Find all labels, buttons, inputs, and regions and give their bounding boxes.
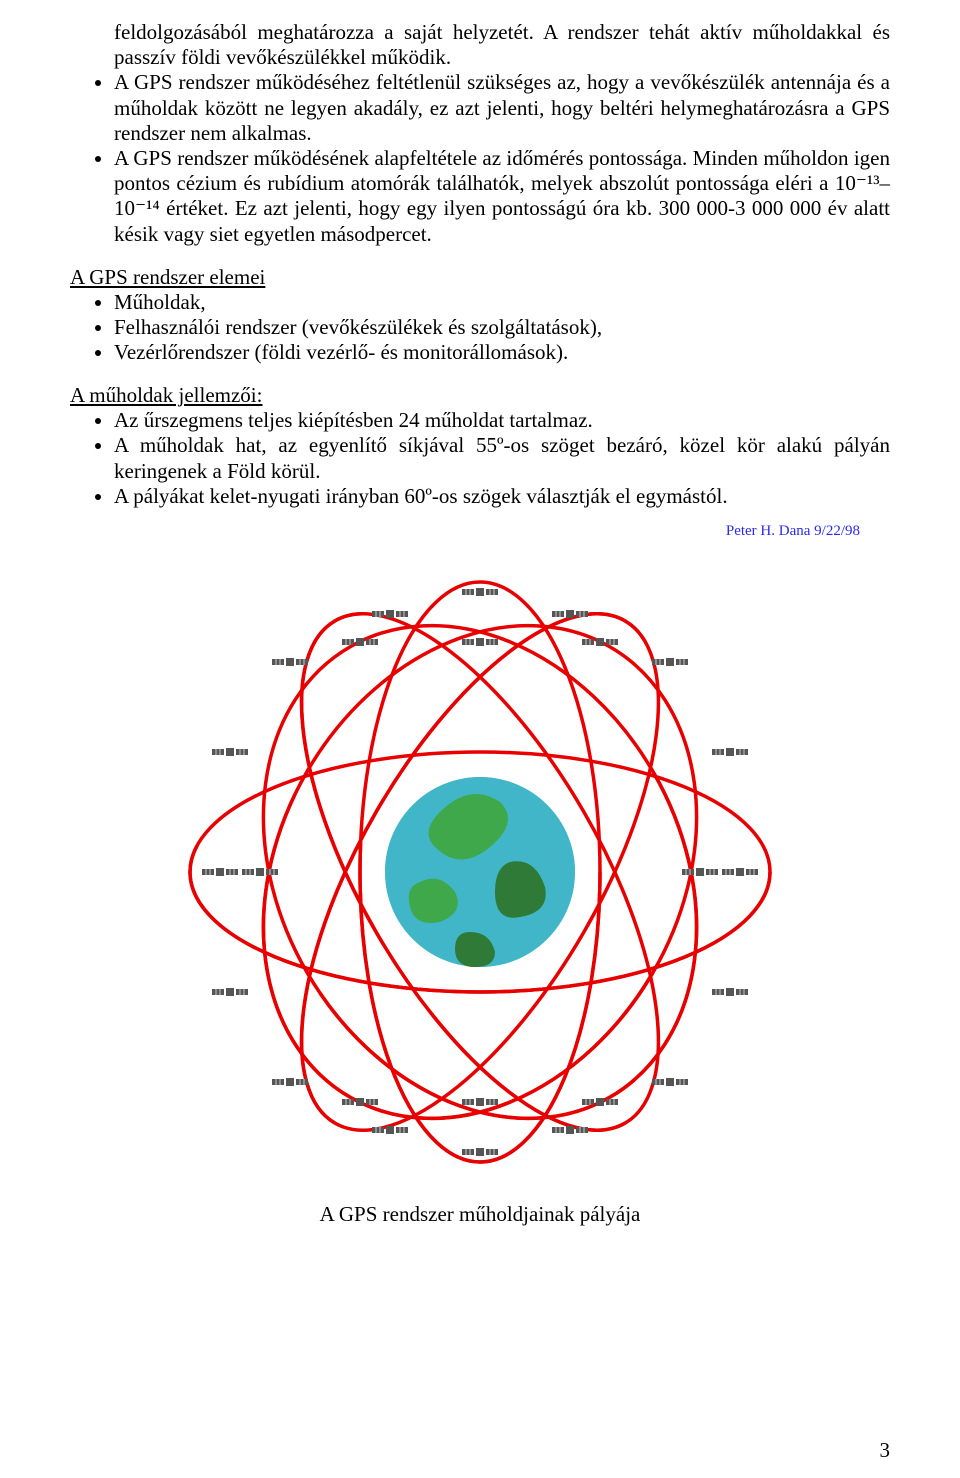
document-page: feldolgozásából meghatározza a saját hel…	[0, 0, 960, 1478]
diagram-credit: Peter H. Dana 9/22/98	[70, 513, 890, 540]
list-item: Felhasználói rendszer (vevőkészülékek és…	[114, 315, 890, 340]
elements-bullet-list: Műholdak, Felhasználói rendszer (vevőkés…	[70, 290, 890, 366]
list-item: A GPS rendszer működéséhez feltétlenül s…	[114, 70, 890, 146]
list-item: A GPS rendszer működésének alapfeltétele…	[114, 146, 890, 247]
main-bullet-list: A GPS rendszer működéséhez feltétlenül s…	[70, 70, 890, 246]
intro-paragraph: feldolgozásából meghatározza a saját hel…	[70, 20, 890, 70]
section-heading-satellites: A műholdak jellemzői:	[70, 383, 890, 408]
list-item: Műholdak,	[114, 290, 890, 315]
orbit-diagram-icon	[160, 552, 800, 1192]
list-item: A műholdak hat, az egyenlítő síkjával 55…	[114, 433, 890, 483]
list-item: A pályákat kelet-nyugati irányban 60º-os…	[114, 484, 890, 509]
diagram-caption: A GPS rendszer műholdjainak pályája	[70, 1202, 890, 1227]
page-number: 3	[880, 1438, 891, 1463]
list-item: Az űrszegmens teljes kiépítésben 24 műho…	[114, 408, 890, 433]
orbit-diagram-wrap	[70, 552, 890, 1192]
list-item: Vezérlőrendszer (földi vezérlő- és monit…	[114, 340, 890, 365]
satellites-bullet-list: Az űrszegmens teljes kiépítésben 24 műho…	[70, 408, 890, 509]
section-heading-elements: A GPS rendszer elemei	[70, 265, 890, 290]
